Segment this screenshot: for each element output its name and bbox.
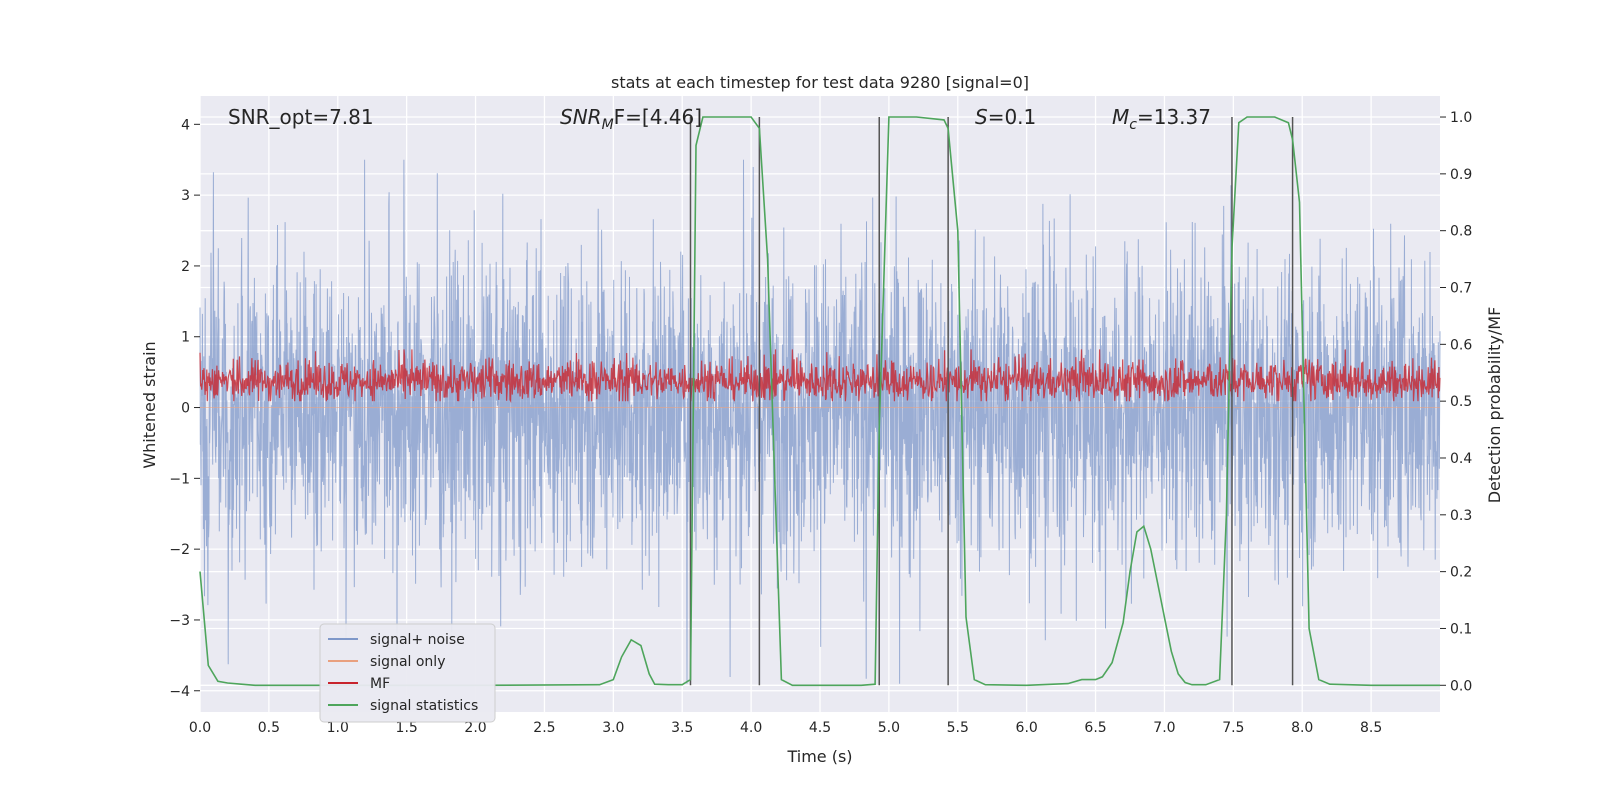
annotation-snr-mf: SNRMF=[4.46]	[560, 105, 702, 133]
y-tick-label-right: 0.3	[1450, 508, 1472, 524]
y-tick-label-left: −4	[169, 684, 190, 700]
y-tick-label-right: 0.2	[1450, 565, 1472, 581]
series-signal-statistics	[199, 116, 1440, 687]
x-axis-label: Time (s)	[786, 747, 852, 766]
y-tick-label-right: 1.0	[1450, 110, 1472, 126]
legend-label-signal-only: signal only	[370, 654, 445, 670]
x-tick-label: 0.5	[258, 720, 280, 736]
legend-label-mf: MF	[370, 676, 390, 692]
annotation-snr-opt: SNR_opt=7.81	[228, 105, 374, 129]
y-tick-label-left: 2	[181, 259, 190, 275]
chart-title: stats at each timestep for test data 928…	[611, 73, 1029, 92]
y-ticks-left: −4 −3 −2 −1 0 1 2 3 4	[169, 117, 200, 700]
signal-statistics-trace	[199, 116, 1440, 687]
x-tick-label: 4.0	[740, 720, 762, 736]
annotation-mc: Mc=13.37	[1112, 105, 1211, 133]
x-tick-label: 6.5	[1084, 720, 1106, 736]
y-tick-label-right: 0.6	[1450, 337, 1472, 353]
x-tick-label: 8.0	[1291, 720, 1313, 736]
y-tick-label-left: −3	[169, 613, 190, 629]
y-tick-label-right: 0.7	[1450, 281, 1472, 297]
x-tick-label: 1.0	[327, 720, 349, 736]
x-tick-label: 5.5	[947, 720, 969, 736]
y-tick-label-right: 0.1	[1450, 621, 1472, 637]
x-tick-label: 4.5	[809, 720, 831, 736]
y-tick-label-right: 0.5	[1450, 394, 1472, 410]
x-tick-label: 3.5	[671, 720, 693, 736]
y-ticks-right: 0.0 0.1 0.2 0.3 0.4 0.5 0.6 0.7 0.8 0.9 1.0	[1440, 110, 1472, 694]
y-tick-label-left: 4	[181, 117, 190, 133]
x-tick-label: 2.5	[533, 720, 555, 736]
y-tick-label-right: 0.8	[1450, 224, 1472, 240]
x-tick-label: 7.0	[1153, 720, 1175, 736]
x-tick-label: 1.5	[396, 720, 418, 736]
y-tick-label-left: 3	[181, 188, 190, 204]
legend: signal+ noise signal only MF signal stat…	[319, 623, 496, 723]
y-tick-label-left: 1	[181, 330, 190, 346]
x-tick-label: 5.0	[878, 720, 900, 736]
y-axis-label-left: Whitened strain	[140, 341, 159, 468]
legend-label-signal-statistics: signal statistics	[370, 698, 478, 714]
x-tick-label: 0.0	[189, 720, 211, 736]
y-tick-label-left: −1	[169, 471, 190, 487]
x-tick-label: 8.5	[1360, 720, 1382, 736]
mf-trace	[199, 349, 1441, 404]
x-ticks: 0.0 0.5 1.0 1.5 2.0 2.5 3.0 3.5 4.0 4.5 5.0 5.5 6.0 6…	[189, 720, 1382, 736]
y-tick-label-left: −2	[169, 542, 190, 558]
x-tick-label: 3.0	[602, 720, 624, 736]
legend-label-signal-noise: signal+ noise	[370, 632, 465, 648]
annotation-s: S=0.1	[975, 105, 1036, 129]
x-tick-label: 6.0	[1016, 720, 1038, 736]
vertical-lines	[689, 117, 1294, 686]
x-tick-label: 7.5	[1222, 720, 1244, 736]
series-mf	[199, 349, 1441, 404]
y-tick-label-left: 0	[181, 401, 190, 417]
series-signal-noise	[199, 159, 1441, 684]
x-tick-label: 2.0	[464, 720, 486, 736]
legend-box	[319, 623, 496, 723]
strain-trace	[199, 159, 1441, 684]
y-tick-label-right: 0.9	[1450, 167, 1472, 183]
y-tick-label-right: 0.0	[1450, 678, 1472, 694]
y-tick-label-right: 0.4	[1450, 451, 1472, 467]
y-axis-label-right: Detection probability/MF	[1485, 307, 1504, 504]
